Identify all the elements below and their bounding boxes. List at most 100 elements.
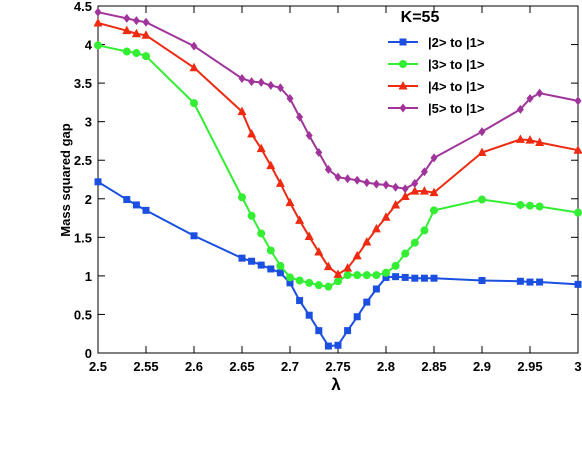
series-line	[98, 182, 578, 346]
marker	[190, 63, 199, 72]
marker	[392, 262, 400, 270]
marker	[402, 274, 409, 281]
marker	[334, 277, 342, 285]
marker	[344, 327, 351, 334]
marker	[94, 41, 102, 49]
y-tick-label: 3.5	[74, 76, 92, 91]
x-tick-label: 3	[574, 359, 581, 374]
marker	[239, 255, 246, 262]
marker	[315, 281, 323, 289]
marker	[239, 74, 246, 83]
marker	[123, 47, 131, 55]
series-line	[98, 45, 578, 286]
marker	[258, 78, 265, 87]
marker	[479, 127, 486, 136]
marker	[344, 271, 352, 279]
series-line	[98, 12, 578, 189]
marker	[354, 176, 361, 185]
marker	[123, 14, 130, 23]
x-tick-label: 2.65	[229, 359, 254, 374]
marker	[190, 99, 198, 107]
marker	[392, 183, 399, 192]
marker	[392, 273, 399, 280]
legend-marker	[399, 60, 407, 68]
marker	[526, 202, 534, 210]
marker	[238, 193, 246, 201]
x-tick-label: 2.6	[185, 359, 203, 374]
marker	[286, 273, 294, 281]
marker	[479, 277, 486, 284]
marker	[527, 279, 534, 286]
marker	[516, 201, 524, 209]
marker	[575, 96, 582, 105]
marker	[94, 18, 103, 27]
y-tick-label: 4	[85, 38, 93, 53]
marker	[257, 229, 265, 237]
marker	[574, 209, 582, 217]
y-tick-label: 1	[85, 269, 92, 284]
marker	[344, 174, 351, 183]
marker	[372, 271, 380, 279]
marker	[478, 196, 486, 204]
y-tick-label: 1.5	[74, 230, 92, 245]
marker	[248, 258, 255, 265]
marker	[411, 239, 419, 247]
marker	[133, 16, 140, 25]
x-tick-label: 2.95	[517, 359, 542, 374]
y-tick-label: 2	[85, 192, 92, 207]
marker	[411, 275, 418, 282]
marker	[305, 279, 313, 287]
x-tick-label: 2.55	[133, 359, 158, 374]
marker	[363, 178, 370, 187]
x-tick-label: 2.5	[89, 359, 107, 374]
marker	[335, 342, 342, 349]
legend-label: |3> to |1>	[428, 57, 485, 72]
marker	[382, 269, 390, 277]
marker	[142, 52, 150, 60]
marker	[517, 278, 524, 285]
marker	[354, 313, 361, 320]
marker	[306, 312, 313, 319]
marker	[143, 207, 150, 214]
marker	[353, 271, 361, 279]
y-tick-label: 4.5	[74, 0, 92, 14]
marker	[247, 129, 256, 138]
marker	[536, 279, 543, 286]
marker	[421, 275, 428, 282]
marker	[401, 250, 409, 258]
marker	[296, 297, 303, 304]
marker	[95, 178, 102, 185]
marker	[123, 196, 130, 203]
marker	[248, 77, 255, 86]
x-tick-label: 2.85	[421, 359, 446, 374]
marker	[133, 201, 140, 208]
marker	[575, 281, 582, 288]
series-line	[98, 23, 578, 274]
marker	[248, 212, 256, 220]
marker	[325, 343, 332, 350]
marker	[276, 262, 284, 270]
marker	[363, 271, 371, 279]
marker	[286, 198, 295, 207]
legend-label: |4> to |1>	[428, 79, 485, 94]
marker	[363, 299, 370, 306]
marker	[267, 246, 275, 254]
marker	[373, 285, 380, 292]
x-tick-label: 2.75	[325, 359, 350, 374]
y-axis-label: Mass squared gap	[58, 123, 73, 236]
x-tick-label: 2.9	[473, 359, 491, 374]
y-tick-label: 2.5	[74, 153, 92, 168]
legend-label: |2> to |1>	[428, 35, 485, 50]
marker	[431, 275, 438, 282]
marker	[430, 206, 438, 214]
marker	[191, 232, 198, 239]
marker	[95, 8, 102, 17]
marker	[191, 42, 198, 51]
marker	[402, 184, 409, 193]
x-axis-label: λ	[331, 375, 341, 394]
marker	[315, 327, 322, 334]
marker	[383, 180, 390, 189]
marker	[420, 226, 428, 234]
